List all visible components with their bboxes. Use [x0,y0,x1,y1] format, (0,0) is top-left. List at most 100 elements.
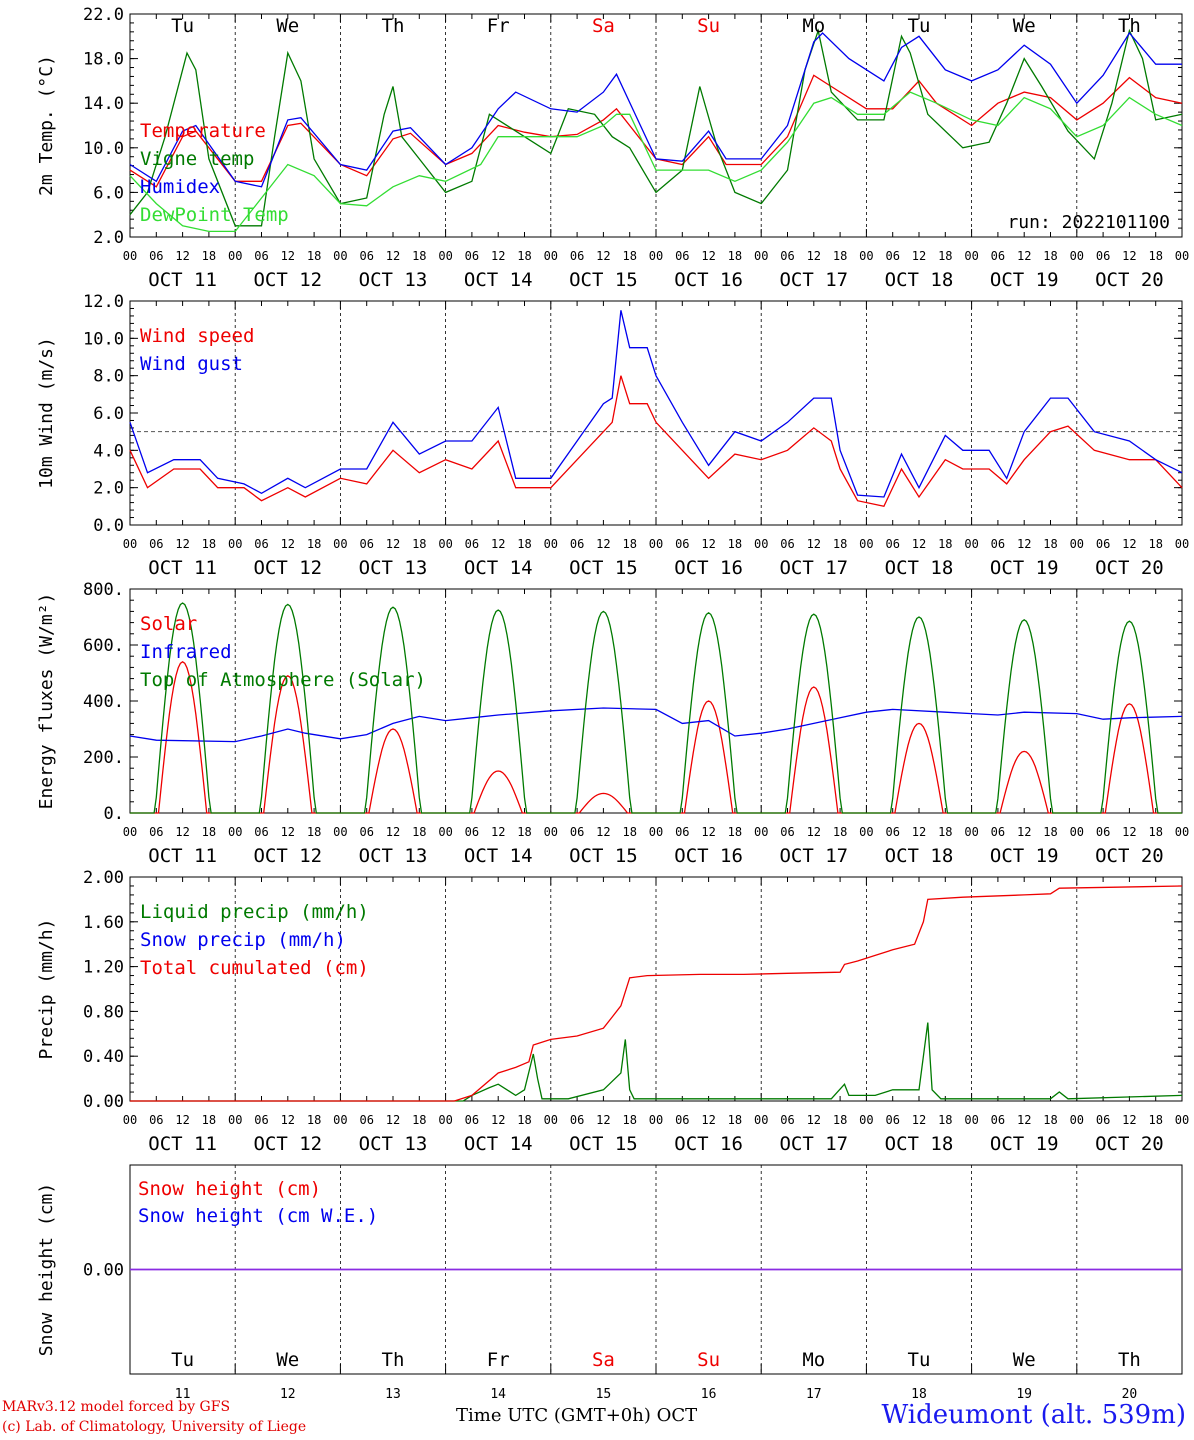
hour-label: 18 [1043,249,1057,263]
hour-label: 06 [359,1113,373,1127]
day-number-label: 19 [1016,1387,1032,1402]
hour-label: 18 [728,537,742,551]
hour-label: 18 [202,249,216,263]
weekday-label: We [276,15,299,37]
date-label: OCT 17 [779,557,848,579]
y-tick-label: 2.0 [93,479,124,499]
y-tick-label: 18.0 [83,50,124,70]
hour-label: 00 [438,249,452,263]
hour-label: 12 [491,537,505,551]
hour-label: 00 [649,249,663,263]
legend-entry: Infrared [140,641,232,663]
hour-label: 12 [1017,537,1031,551]
hour-label: 06 [991,1113,1005,1127]
hour-label: 18 [517,1113,531,1127]
day-number-label: 17 [806,1387,822,1402]
series-line-infrared [129,707,1183,743]
weekday-label: Tu [171,1349,194,1371]
hour-label: 12 [807,1113,821,1127]
hour-label: 06 [675,1113,689,1127]
date-label: OCT 15 [569,845,638,867]
y-tick-label: 22.0 [83,5,124,25]
day-number-label: 11 [175,1387,191,1402]
hour-label: 06 [780,249,794,263]
hour-label: 00 [544,825,558,839]
legend-entry: Humidex [140,176,220,198]
hour-label: 18 [1043,537,1057,551]
weekday-label: Th [382,15,405,37]
date-label: OCT 14 [464,557,533,579]
y-tick-label: 0.80 [83,1002,124,1022]
hour-label: 06 [1096,537,1110,551]
legend-entry: Snow height (cm) [138,1178,321,1200]
date-label: OCT 18 [885,845,954,867]
hour-label: 18 [833,1113,847,1127]
day-number-label: 20 [1122,1387,1138,1402]
hour-label: 18 [1148,825,1162,839]
hour-label: 12 [281,537,295,551]
weekday-label: Th [382,1349,405,1371]
hour-label: 12 [1017,1113,1031,1127]
hour-label: 18 [412,1113,426,1127]
panel-1: 2.0 6.0 10.0 14.0 18.0 22.0 2m Temp. (°C) Tempe… [36,5,1189,291]
weekday-label: We [1013,15,1036,37]
hour-label: 12 [807,825,821,839]
hour-label: 00 [123,825,137,839]
date-label: OCT 20 [1095,845,1164,867]
y-axis-title: 2m Temp. (°C) [36,55,57,196]
hour-label: 06 [359,537,373,551]
hour-label: 06 [1096,249,1110,263]
weekday-label: Th [1118,15,1141,37]
hour-label: 18 [307,249,321,263]
hour-label: 12 [386,537,400,551]
y-tick-label: 600. [83,636,124,656]
hour-label: 18 [938,1113,952,1127]
date-label: OCT 15 [569,557,638,579]
y-tick-label: 1.20 [83,958,124,978]
y-axis-title: Snow height (cm) [36,1183,57,1356]
weekday-label: Th [1118,1349,1141,1371]
hour-label: 00 [228,825,242,839]
hour-label: 06 [991,537,1005,551]
series-line-wind-gust [129,310,1183,498]
weekday-label: Sa [592,15,615,37]
x-axis-title: Time UTC (GMT+0h) OCT [456,1405,698,1426]
hour-label: 18 [622,825,636,839]
weekday-label: We [276,1349,299,1371]
date-label: OCT 14 [464,1133,533,1155]
hour-label: 06 [570,1113,584,1127]
hour-label: 18 [517,537,531,551]
hour-label: 12 [175,537,189,551]
weekday-label: Tu [908,15,931,37]
series-line-total-cumulated-cm- [130,885,1183,1102]
plot-frame [129,588,1183,814]
weekday-label: Fr [487,1349,510,1371]
legend-entry: Snow height (cm W.E.) [138,1205,378,1227]
hour-label: 00 [438,825,452,839]
hour-label: 00 [964,1113,978,1127]
hour-label: 12 [596,537,610,551]
hour-label: 12 [386,249,400,263]
hour-label: 18 [202,1113,216,1127]
panel-2: 0.0 2.0 4.0 6.0 8.0 10.0 12.0 10m Wind (m/s) Win… [36,292,1189,579]
hour-label: 18 [1043,1113,1057,1127]
hour-label: 18 [307,825,321,839]
hour-label: 18 [307,1113,321,1127]
date-label: OCT 18 [885,557,954,579]
hour-label: 12 [175,1113,189,1127]
legend-entry: Vigne temp [140,148,254,170]
y-axis-title: Precip (mm/h) [36,919,57,1060]
hour-label: 06 [254,249,268,263]
plot-frame [129,300,1183,526]
hour-label: 12 [175,825,189,839]
weekday-label: Su [697,15,720,37]
series-line-vigne-temp [129,28,1183,227]
hour-label: 00 [1070,537,1084,551]
day-number-label: 15 [596,1387,612,1402]
run-annotation: run: 2022101100 [1007,212,1170,233]
y-tick-label: 800. [83,580,124,600]
y-tick-label: 2.0 [93,228,124,248]
hour-label: 06 [885,249,899,263]
date-label: OCT 18 [885,1133,954,1155]
hour-label: 18 [622,537,636,551]
